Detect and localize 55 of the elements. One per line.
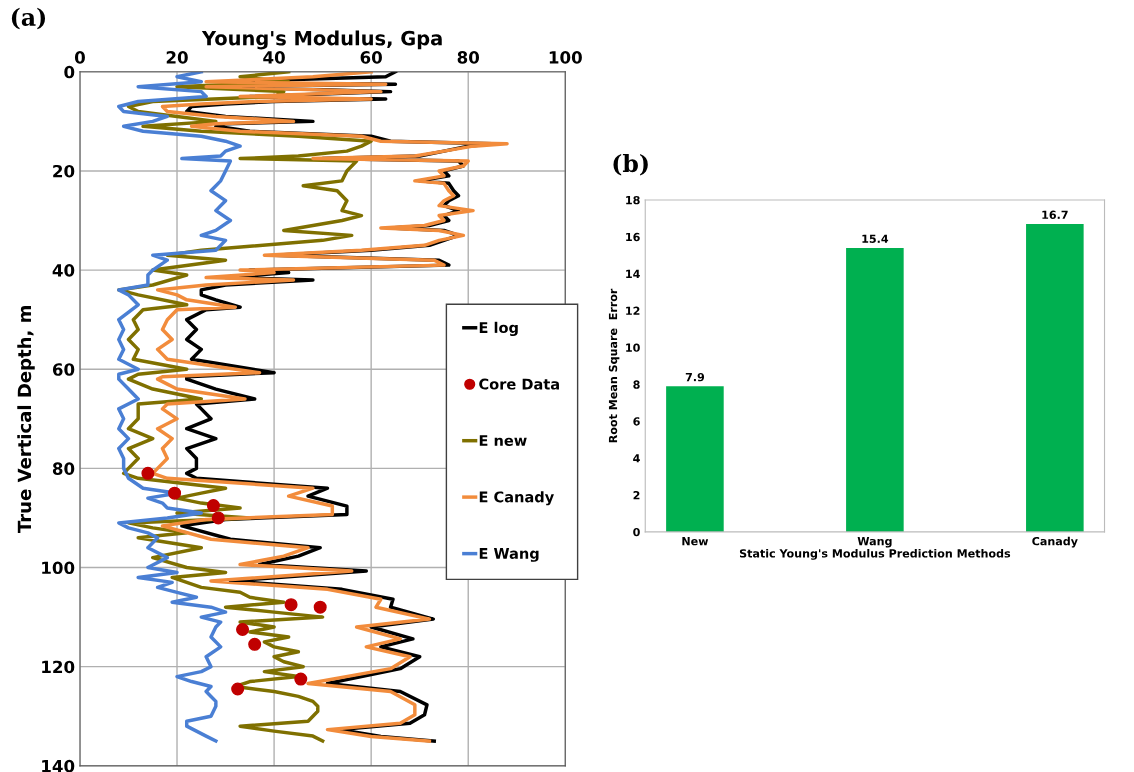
y-tick-label: 80 [52, 462, 75, 475]
point [236, 622, 250, 637]
data-label: 16.7 [1042, 210, 1068, 219]
point [313, 600, 327, 614]
line-series [117, 71, 242, 743]
x-tick-label: 80 [457, 51, 480, 64]
y-tick-label: 6 [633, 417, 640, 426]
x-axis-title: Static Young's Modulus Prediction Methods [739, 549, 1011, 560]
point [168, 486, 182, 500]
y-tick-label: 16 [626, 232, 640, 242]
y-tick-label: 0 [64, 65, 75, 79]
data-label: 15.4 [862, 234, 889, 243]
chart-title: (b) [613, 153, 648, 176]
legend-label: E Wang [479, 548, 539, 562]
point [294, 672, 308, 686]
x-tick-label: New [682, 537, 709, 546]
y-tick-label: 12 [626, 306, 640, 315]
x-tick-label: Wang [857, 537, 892, 548]
y-tick-label: 120 [42, 660, 75, 674]
y-tick-label: 18 [626, 195, 640, 205]
y-tick-label: 10 [626, 343, 640, 352]
y-tick-label: 40 [52, 264, 75, 277]
point [248, 637, 262, 651]
y-tick-label: 4 [633, 454, 640, 463]
y-tick-label: 2 [633, 491, 640, 500]
y-axis-title: Root Mean Square Error [608, 288, 620, 443]
legend-label: Core Data [479, 378, 559, 390]
point [284, 598, 298, 612]
point [141, 466, 155, 480]
x-tick-label: 40 [263, 51, 285, 64]
chart-title: (a) [11, 7, 46, 30]
point [211, 511, 225, 525]
x-tick-label: 100 [549, 51, 582, 64]
y-tick-label: 100 [42, 561, 75, 575]
x-tick-label: Canady [1032, 536, 1078, 548]
x-tick-label: 20 [166, 51, 188, 64]
bar [846, 247, 904, 532]
y-tick-label: 8 [633, 380, 640, 389]
point [231, 682, 245, 696]
y-tick-label: 140 [42, 759, 75, 772]
x-tick-label: 60 [360, 51, 382, 64]
point [206, 499, 220, 513]
legend-label: E log [479, 321, 518, 337]
y-axis-title: True Vertical Depth, m [17, 305, 35, 533]
y-tick-label: 14 [626, 269, 640, 278]
x-axis-title: Young's Modulus, Gpa [201, 30, 442, 50]
bar [1026, 223, 1084, 532]
bar [666, 386, 724, 532]
y-tick-label: 60 [52, 363, 75, 376]
x-tick-label: 0 [74, 51, 85, 64]
legend-label: E new [479, 435, 527, 447]
legend-label: E Canady [479, 491, 554, 506]
y-tick-label: 0 [633, 527, 640, 537]
y-tick-label: 20 [53, 164, 75, 178]
data-label: 7.9 [685, 372, 705, 382]
